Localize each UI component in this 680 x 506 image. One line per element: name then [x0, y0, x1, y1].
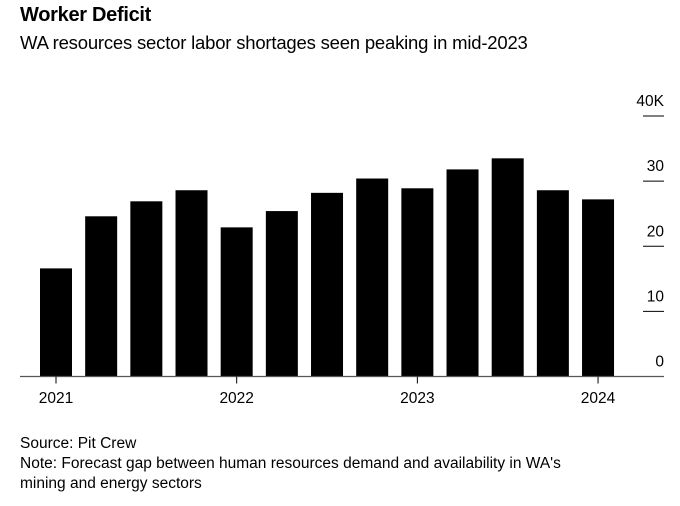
y-tick-label: 30 [647, 158, 665, 175]
bars-group [40, 158, 615, 377]
bar-2021-q2 [85, 216, 118, 377]
y-tick-label: 20 [647, 223, 665, 240]
y-tick-label: 40K [636, 93, 664, 110]
x-axis: 2021 2022 2023 2024 [20, 375, 664, 407]
chart-subtitle: WA resources sector labor shortages seen… [20, 32, 528, 53]
bar-2021-q4 [175, 190, 208, 377]
chart-footer: Source: Pit Crew Note: Forecast gap betw… [20, 434, 561, 494]
bar-2022-q1 [220, 227, 253, 377]
note-text-line-2: mining and energy sectors [20, 475, 202, 492]
y-tick-label: 0 [655, 354, 664, 371]
y-tick-label: 10 [647, 288, 665, 305]
bar-2023-q2 [446, 169, 479, 377]
x-tick-label: 2023 [400, 390, 434, 407]
bar-2022-q2 [265, 211, 298, 377]
bar-2023-q4 [536, 190, 569, 377]
bar-2023-q1 [401, 188, 434, 377]
bar-2022-q3 [311, 192, 344, 377]
x-tick-label: 2021 [39, 390, 73, 407]
bar-2021-q3 [130, 201, 163, 377]
y-axis: 0 10 20 30 40K [636, 93, 664, 371]
source-text: Source: Pit Crew [20, 435, 137, 452]
bar-2022-q4 [356, 178, 389, 377]
bar-2023-q3 [491, 158, 524, 377]
x-tick-label: 2024 [581, 390, 616, 407]
x-tick-label: 2022 [219, 390, 253, 407]
note-text-line-1: Note: Forecast gap between human resourc… [20, 455, 561, 472]
bar-2024-q1 [582, 199, 615, 377]
chart-title: Worker Deficit [20, 4, 152, 26]
bar-2021-q1 [40, 268, 72, 377]
